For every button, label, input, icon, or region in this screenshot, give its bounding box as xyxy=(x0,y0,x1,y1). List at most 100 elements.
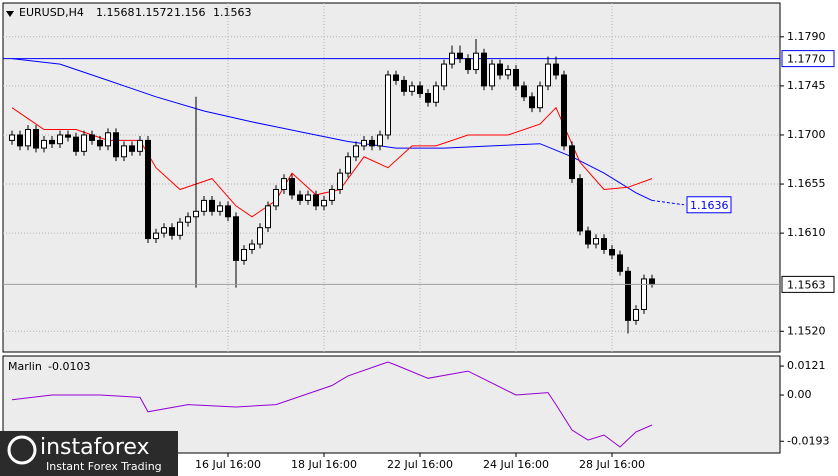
candle-body xyxy=(609,248,615,256)
candle-body xyxy=(273,188,279,207)
candle-body xyxy=(217,205,223,212)
candle-body xyxy=(529,96,535,109)
level-label: 1.1770 xyxy=(787,53,826,66)
candle-body xyxy=(489,63,495,87)
candle-body xyxy=(169,227,175,236)
candle-body xyxy=(73,136,79,152)
candle-body xyxy=(361,139,367,147)
candle-body xyxy=(513,69,519,87)
candle-body xyxy=(121,145,127,158)
candle-body xyxy=(409,85,415,92)
candle-body xyxy=(465,58,471,71)
header-low: 1.156 xyxy=(174,6,206,19)
candle-body xyxy=(353,145,359,158)
candle-body xyxy=(265,205,271,229)
symbol: EURUSD,H4 xyxy=(19,6,84,19)
candle-body xyxy=(449,52,455,65)
candle-body xyxy=(337,172,343,190)
candle-body xyxy=(473,52,479,71)
candle-body xyxy=(201,199,207,212)
candle-body xyxy=(433,85,439,103)
x-tick-label: 18 Jul 16:00 xyxy=(291,458,357,471)
candle-body xyxy=(289,178,295,196)
forecast-label: 1.1636 xyxy=(690,199,729,212)
header-high: 1.1572 xyxy=(135,6,174,19)
candle-body xyxy=(481,52,487,87)
candle-body xyxy=(577,178,583,232)
price-panel xyxy=(2,2,781,353)
candle-body xyxy=(569,145,575,180)
candle-body xyxy=(281,178,287,190)
candle-body xyxy=(385,74,391,136)
watermark-brand: instaforex xyxy=(40,435,150,460)
header-close: 1.1563 xyxy=(213,6,252,19)
candle-body xyxy=(617,254,623,272)
candle-body xyxy=(345,156,351,174)
candle-body xyxy=(377,134,383,147)
candle-body xyxy=(233,216,239,261)
candle-body xyxy=(521,85,527,98)
candle-body xyxy=(561,74,567,147)
indicator-value: -0.0103 xyxy=(48,360,90,373)
candle-body xyxy=(457,52,463,60)
y-tick-label: 0.00 xyxy=(787,388,812,401)
last-price-box xyxy=(781,275,835,293)
candle-body xyxy=(553,63,559,76)
candle-body xyxy=(153,232,159,240)
candle-body xyxy=(241,248,247,261)
candle-body xyxy=(441,63,447,87)
candle-body xyxy=(137,139,143,152)
candle-body xyxy=(185,216,191,223)
y-tick-label: 1.1790 xyxy=(787,30,826,43)
candle-body xyxy=(321,199,327,207)
candle-body xyxy=(401,79,407,92)
candle-body xyxy=(537,85,543,109)
x-tick-label: 16 Jul 16:00 xyxy=(195,458,261,471)
y-tick-label: 1.1655 xyxy=(787,177,826,190)
candle-body xyxy=(129,145,135,152)
candle-body xyxy=(417,85,423,95)
candle-body xyxy=(369,139,375,147)
candle-body xyxy=(25,129,31,147)
candle-body xyxy=(313,194,319,207)
candle-body xyxy=(393,74,399,81)
menu-arrow xyxy=(6,11,14,17)
candle-body xyxy=(89,134,95,141)
watermark-logo xyxy=(7,435,37,465)
candle-body xyxy=(625,270,631,321)
indicator-name: Marlin xyxy=(8,360,42,373)
candle-body xyxy=(145,139,151,240)
candle-body xyxy=(225,205,231,218)
candle-body xyxy=(33,129,39,149)
candle-body xyxy=(113,132,119,158)
candle-body xyxy=(585,230,591,245)
candle-body xyxy=(305,194,311,201)
header-open: 1.1568 xyxy=(96,6,135,19)
y-tick-label: -0.0193 xyxy=(787,434,829,447)
candle-body xyxy=(105,132,111,147)
candle-body xyxy=(97,139,103,147)
last-price-label: 1.1563 xyxy=(787,278,826,291)
candle-body xyxy=(193,210,199,218)
candle-body xyxy=(633,308,639,321)
candle-body xyxy=(497,63,503,76)
x-tick-label: 22 Jul 16:00 xyxy=(387,458,453,471)
candle-body xyxy=(57,134,63,145)
y-tick-label: 0.0121 xyxy=(787,359,826,372)
indicator-line xyxy=(11,361,653,448)
candle-body xyxy=(545,63,551,87)
candle-body xyxy=(41,139,47,149)
watermark-tagline: Instant Forex Trading xyxy=(46,460,162,473)
y-tick-label: 1.1610 xyxy=(787,226,826,239)
forecast-label-box xyxy=(686,196,732,214)
candle-body xyxy=(505,69,511,76)
candle-body xyxy=(297,194,303,201)
indicator-line xyxy=(651,199,685,206)
y-tick-label: 1.1700 xyxy=(787,128,826,141)
candle-body xyxy=(601,238,607,250)
candle-body xyxy=(177,221,183,236)
candle-body xyxy=(161,227,167,234)
candle-body xyxy=(329,188,335,201)
candle-body xyxy=(17,134,23,147)
